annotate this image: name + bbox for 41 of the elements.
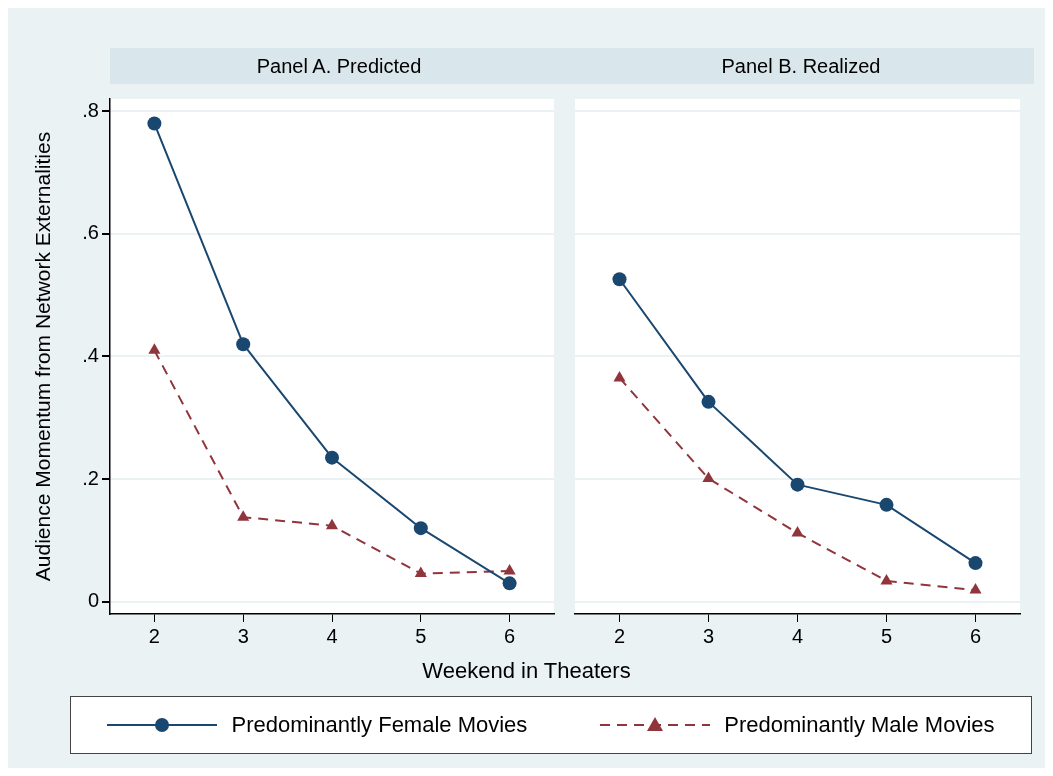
point	[968, 556, 983, 571]
x-tick-label: 2	[148, 624, 160, 647]
x-tick-label: 6	[969, 624, 982, 647]
legend-label: Predominantly Female Movies	[231, 712, 528, 738]
x-tick-label: 5	[880, 624, 893, 647]
x-tick-label: 2	[613, 624, 626, 647]
y-tick-label: .8	[82, 98, 99, 121]
point	[237, 510, 250, 521]
point	[701, 394, 716, 409]
point	[880, 573, 893, 585]
legend-label: Predominantly Male Movies	[724, 712, 995, 738]
point	[414, 566, 427, 578]
point	[413, 521, 428, 536]
x-tick-label: 4	[326, 624, 338, 647]
point	[502, 576, 517, 591]
point	[325, 450, 339, 465]
point	[879, 497, 894, 512]
chart-title: Panel A. Predicted	[110, 48, 568, 84]
x-tick-label: 5	[415, 624, 427, 647]
x-tick-label: 6	[504, 624, 516, 647]
point	[613, 370, 626, 382]
point	[612, 272, 627, 287]
point	[147, 116, 162, 131]
y-tick-label: .2	[82, 466, 99, 489]
point	[790, 477, 805, 492]
x-axis-title: Weekend in Theaters	[421, 658, 632, 684]
point	[969, 583, 982, 594]
point	[791, 526, 804, 537]
chart-title: Panel B. Realized	[568, 48, 1034, 84]
y-axis-title: Audience Momentum from Network Externalities	[31, 131, 55, 582]
point	[236, 337, 251, 352]
x-tick-label: 3	[237, 624, 249, 647]
y-tick-label: 0	[87, 589, 99, 612]
point	[325, 518, 339, 530]
point	[503, 564, 516, 575]
y-tick-label: .6	[82, 221, 99, 244]
y-tick-label: .4	[82, 344, 99, 367]
x-tick-label: 3	[702, 624, 715, 647]
x-tick-label: 4	[791, 624, 804, 647]
point	[148, 343, 161, 354]
point	[702, 471, 715, 483]
